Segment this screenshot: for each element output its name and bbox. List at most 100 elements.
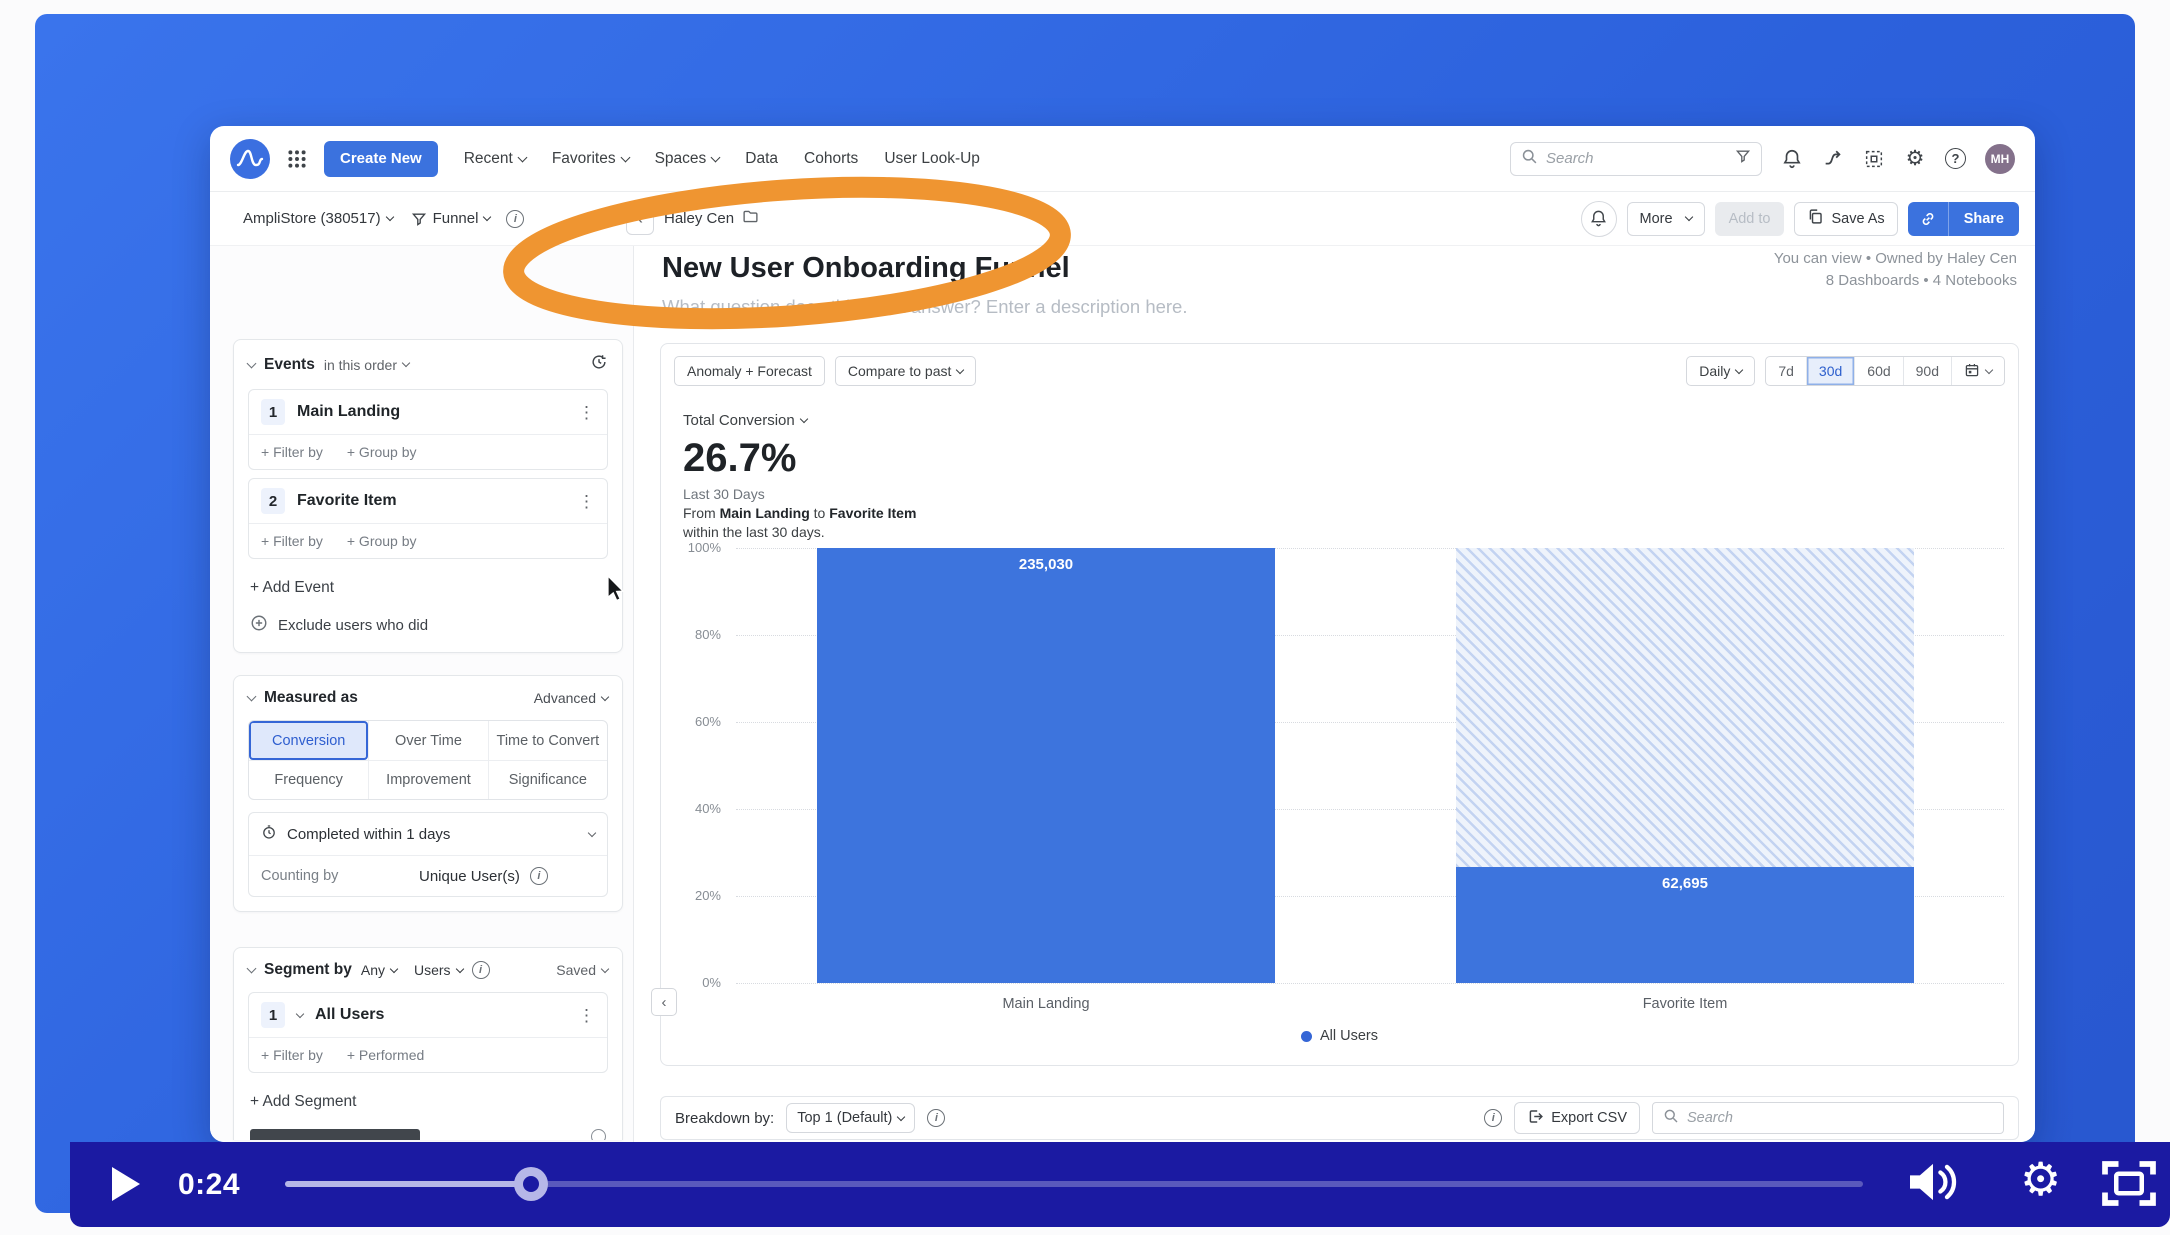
breakdown-search-input[interactable]: [1687, 1110, 1993, 1126]
range-button-7d[interactable]: 7d: [1778, 363, 1794, 379]
event-order-selector[interactable]: in this order: [324, 357, 411, 373]
funnel-icon: [411, 211, 427, 227]
breadcrumb[interactable]: Haley Cen: [664, 208, 759, 229]
search-filter-icon[interactable]: [1735, 148, 1751, 169]
create-new-button[interactable]: Create New: [324, 140, 438, 177]
player-settings-gear-icon[interactable]: ⚙: [2020, 1153, 2062, 1205]
calendar-range-button[interactable]: [1951, 357, 2004, 385]
page-title[interactable]: New User Onboarding Funnel: [662, 252, 1070, 284]
filter-by-button[interactable]: + Filter by: [261, 533, 323, 549]
collapse-chevron-icon[interactable]: [246, 358, 257, 368]
range-button-90d[interactable]: 90d: [1902, 357, 1951, 385]
dashed-frame-icon[interactable]: [1863, 148, 1885, 170]
info-icon[interactable]: i: [506, 209, 525, 228]
breakdown-selector[interactable]: Top 1 (Default): [786, 1103, 916, 1133]
mode-over-time[interactable]: Over Time: [368, 721, 487, 760]
range-button-30d[interactable]: 30d: [1805, 357, 1855, 385]
compare-to-past-button[interactable]: Compare to past: [834, 356, 977, 386]
funnel-bar-favorite-item[interactable]: 62,695: [1456, 548, 1914, 983]
fullscreen-icon[interactable]: [2102, 1161, 2156, 1211]
granularity-selector[interactable]: Daily: [1686, 356, 1756, 386]
nav-user-lookup[interactable]: User Look-Up: [884, 149, 980, 167]
event-name[interactable]: Favorite Item: [297, 492, 397, 509]
copy-link-icon[interactable]: [1908, 202, 1948, 236]
project-selector[interactable]: AmpliStore (380517): [243, 210, 394, 227]
filter-by-button[interactable]: + Filter by: [261, 1047, 323, 1063]
add-segment-button[interactable]: + Add Segment: [250, 1093, 357, 1110]
bar-value-label: 235,030: [1018, 556, 1074, 573]
mode-conversion[interactable]: Conversion: [249, 721, 369, 760]
pathfinder-flow-icon[interactable]: [1822, 148, 1844, 170]
play-button[interactable]: [112, 1167, 140, 1201]
export-csv-button[interactable]: Export CSV: [1514, 1102, 1640, 1134]
history-icon[interactable]: [590, 353, 608, 376]
kebab-menu-icon[interactable]: ⋮: [578, 402, 595, 422]
progress-handle[interactable]: [514, 1167, 549, 1201]
settings-gear-icon[interactable]: ⚙: [1905, 147, 1925, 170]
event-card[interactable]: 2 Favorite Item ⋮ + Filter by + Group by: [248, 478, 608, 559]
group-by-button[interactable]: + Group by: [346, 444, 417, 460]
info-icon[interactable]: i: [471, 961, 490, 979]
nav-favorites[interactable]: Favorites: [552, 150, 631, 168]
breakdown-search[interactable]: [1652, 1102, 2004, 1134]
chevron-down-icon: [401, 358, 411, 368]
more-button[interactable]: More: [1626, 201, 1705, 236]
collapse-chevron-icon[interactable]: [246, 963, 257, 974]
segment-type-selector[interactable]: Users: [414, 962, 464, 978]
segment-match-selector[interactable]: Any: [361, 962, 399, 978]
event-card[interactable]: 1 Main Landing ⋮ + Filter by + Group by: [248, 389, 608, 470]
anomaly-forecast-button[interactable]: Anomaly + Forecast: [674, 356, 825, 386]
user-avatar[interactable]: MH: [1985, 143, 2015, 174]
segment-card[interactable]: 1 All Users ⋮ + Filter by + Performed: [248, 992, 608, 1073]
collapse-panel-button[interactable]: ‹: [651, 988, 677, 1016]
chevron-down-icon: [956, 365, 965, 374]
performed-button[interactable]: + Performed: [346, 1047, 425, 1063]
notifications-bell-icon[interactable]: [1781, 148, 1803, 170]
saved-segments-selector[interactable]: Saved: [556, 962, 610, 978]
advanced-selector[interactable]: Advanced: [534, 690, 610, 706]
kebab-menu-icon[interactable]: ⋮: [578, 1005, 595, 1025]
save-as-button[interactable]: Save As: [1794, 201, 1898, 236]
segment-name[interactable]: All Users: [315, 1006, 385, 1023]
info-icon[interactable]: i: [529, 867, 548, 885]
description-placeholder[interactable]: What question does this chart answer? En…: [662, 296, 1188, 317]
conversion-window-box: Completed within 1 days Counting by Uniq…: [248, 812, 608, 897]
range-button-60d[interactable]: 60d: [1854, 357, 1902, 385]
global-search-input[interactable]: [1546, 150, 1727, 167]
progress-bar[interactable]: [285, 1167, 1863, 1201]
info-icon[interactable]: i: [927, 1109, 946, 1127]
event-name[interactable]: Main Landing: [297, 403, 401, 420]
player-progress-fill: [285, 1167, 549, 1201]
funnel-bar-main-landing[interactable]: 235,030: [817, 548, 1275, 983]
mode-significance[interactable]: Significance: [487, 760, 607, 799]
help-icon[interactable]: ?: [1945, 148, 1966, 169]
volume-icon[interactable]: [1905, 1159, 1961, 1210]
chart-type-selector[interactable]: Funnel: [411, 210, 492, 227]
mode-frequency[interactable]: Frequency: [249, 760, 369, 799]
chevron-down-icon[interactable]: [295, 1009, 305, 1018]
group-by-button[interactable]: + Group by: [346, 533, 417, 549]
info-icon[interactable]: i: [1484, 1109, 1503, 1127]
add-to-button[interactable]: Add to: [1714, 201, 1785, 236]
conversion-window-selector[interactable]: Completed within 1 days: [249, 813, 607, 855]
back-button[interactable]: ‹: [626, 202, 654, 235]
filter-by-button[interactable]: + Filter by: [261, 444, 323, 460]
mode-improvement[interactable]: Improvement: [368, 760, 488, 799]
app-grid-icon[interactable]: [286, 148, 308, 170]
add-event-button[interactable]: + Add Event: [250, 579, 335, 596]
nav-recent[interactable]: Recent: [464, 150, 528, 168]
exclude-users-button[interactable]: Exclude users who did: [234, 601, 622, 652]
share-button[interactable]: Share: [1963, 210, 2004, 227]
collapse-chevron-icon[interactable]: [246, 691, 257, 702]
counting-by-row[interactable]: Counting by Unique User(s) i: [249, 855, 607, 896]
nav-data[interactable]: Data: [745, 149, 779, 167]
metric-selector[interactable]: Total Conversion: [683, 412, 808, 429]
mode-time-to-convert[interactable]: Time to Convert: [487, 721, 607, 760]
toolbar-right: More Add to Save As Share: [1580, 200, 2035, 237]
chart-legend[interactable]: All Users: [661, 1028, 2018, 1044]
nav-cohorts[interactable]: Cohorts: [804, 149, 859, 167]
nav-spaces[interactable]: Spaces: [655, 150, 721, 168]
kebab-menu-icon[interactable]: ⋮: [578, 491, 595, 511]
alert-bell-icon[interactable]: [1580, 200, 1617, 237]
global-search[interactable]: [1510, 141, 1762, 176]
